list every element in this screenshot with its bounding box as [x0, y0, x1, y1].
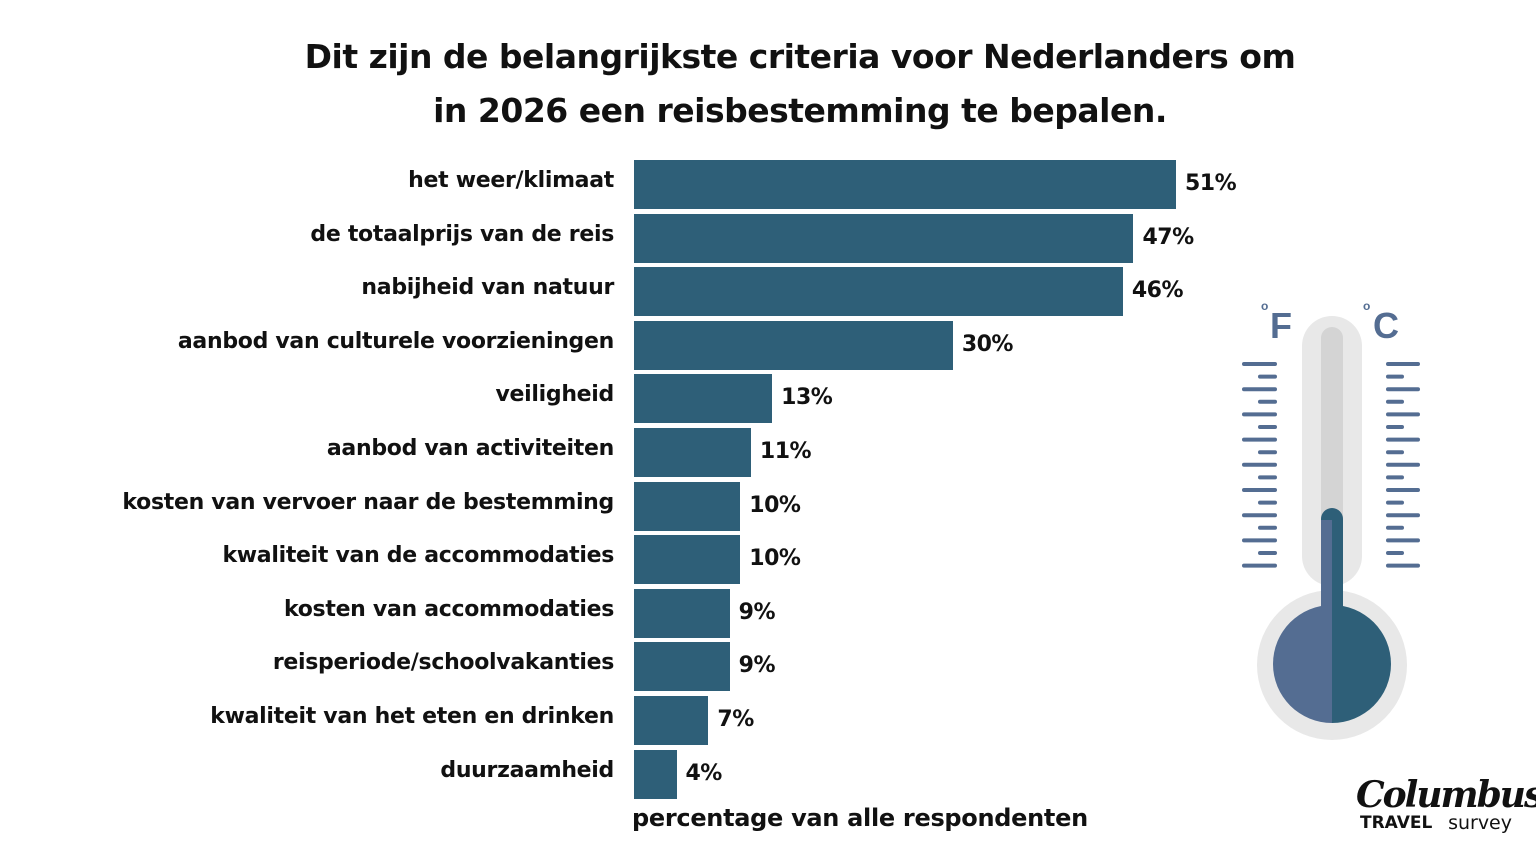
- category-label: reisperiode/schoolvakanties: [272, 650, 614, 676]
- logo-name: Columbus: [1356, 774, 1536, 816]
- bar: [634, 213, 1134, 263]
- category-label: duurzaamheid: [440, 757, 614, 783]
- category-label: veiligheid: [495, 382, 614, 408]
- value-label: 9%: [738, 653, 776, 679]
- title-line-1: Dit zijn de belangrijkste criteria voor …: [304, 37, 1296, 76]
- value-label: 13%: [781, 385, 833, 411]
- value-label: 46%: [1131, 278, 1184, 304]
- value-label: 10%: [749, 492, 801, 518]
- bar: [634, 535, 741, 585]
- category-label: kwaliteit van de accommodaties: [222, 543, 614, 569]
- bar: [634, 267, 1123, 317]
- category-label: de totaalprijs van de reis: [310, 221, 614, 247]
- category-label: kosten van vervoer naar de bestemming: [122, 489, 614, 515]
- celsius-label: C: [1373, 305, 1399, 346]
- category-label: het weer/klimaat: [408, 168, 614, 193]
- title-line-2: in 2026 een reisbestemming te bepalen.: [433, 91, 1167, 130]
- x-axis-label: percentage van alle respondenten: [632, 804, 1088, 832]
- fahrenheit-label: F: [1270, 305, 1292, 346]
- value-label: 7%: [717, 707, 754, 732]
- category-label: kosten van accommodaties: [284, 596, 614, 622]
- value-label: 51%: [1185, 171, 1237, 196]
- thermometer-ticks: [1242, 362, 1420, 568]
- thermometer-icon: F o C o: [1242, 299, 1420, 740]
- bar: [634, 160, 1176, 209]
- bar: [634, 696, 709, 745]
- degree-symbol-f: o: [1261, 299, 1268, 313]
- bar: [634, 749, 677, 799]
- category-label: aanbod van culturele voorzieningen: [177, 328, 614, 354]
- value-label: 47%: [1142, 224, 1194, 250]
- columbus-logo: Columbus TRAVEL survey: [1356, 774, 1536, 834]
- value-label: 9%: [738, 599, 776, 625]
- value-label: 10%: [749, 546, 801, 572]
- category-label: kwaliteit van het eten en drinken: [210, 704, 614, 729]
- degree-symbol-c: o: [1363, 299, 1370, 313]
- category-label: nabijheid van natuur: [361, 275, 614, 301]
- category-label: aanbod van activiteiten: [326, 436, 614, 461]
- bar: [634, 374, 773, 424]
- bar: [634, 481, 741, 531]
- chart-title: Dit zijn de belangrijkste criteria voor …: [0, 30, 1536, 138]
- value-label: 11%: [759, 439, 812, 464]
- bar: [634, 588, 730, 638]
- logo-travel: TRAVEL: [1360, 813, 1433, 833]
- bar: [634, 320, 953, 370]
- bar: [634, 428, 751, 477]
- value-label: 30%: [961, 331, 1014, 357]
- value-label: 4%: [685, 760, 723, 786]
- logo-survey: survey: [1448, 812, 1512, 834]
- bar: [634, 642, 730, 692]
